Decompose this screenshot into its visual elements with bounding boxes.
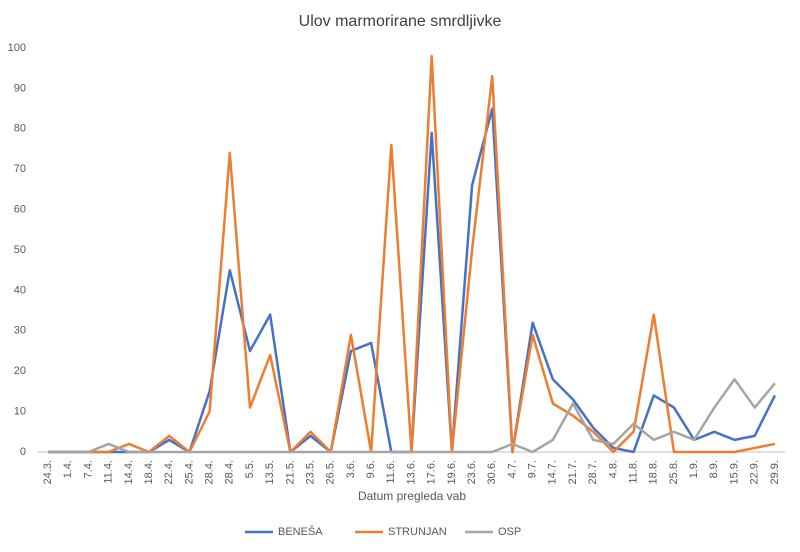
x-tick-label: 4.8. [607,460,619,478]
x-tick-label: 28.7. [587,460,599,484]
x-tick-label: 13.6. [405,460,417,484]
x-tick-label: 11.4. [103,460,115,484]
x-tick-label: 14.7. [547,460,559,484]
x-tick-label: 23.6. [466,460,478,484]
y-tick-label: 100 [8,42,26,54]
x-tick-label: 9.7. [527,460,539,478]
legend-label: BENEŠA [278,525,323,538]
x-tick-label: 21.7. [567,460,579,484]
x-tick-label: 19.6. [446,460,458,484]
y-tick-label: 40 [14,284,26,296]
y-tick-label: 50 [14,244,26,256]
x-tick-label: 25.4. [183,460,195,484]
x-tick-label: 22.4. [163,460,175,484]
y-tick-label: 0 [20,446,26,458]
x-tick-label: 13.5. [264,460,276,484]
x-tick-label: 21.5. [284,460,296,484]
x-tick-label: 30.6. [486,460,498,484]
y-tick-label: 90 [14,82,26,94]
y-tick-label: 20 [14,365,26,377]
x-tick-label: 14.4. [123,460,135,484]
legend-label: STRUNJAN [388,526,447,538]
y-tick-label: 60 [14,204,26,216]
x-tick-label: 28.4. [204,460,216,484]
y-tick-label: 10 [14,406,26,418]
x-tick-label: 18.4. [143,460,155,484]
x-tick-label: 25.8. [668,460,680,484]
x-tick-label: 23.5. [304,460,316,484]
x-tick-label: 9.6. [365,460,377,478]
x-tick-label: 5.5. [244,460,256,478]
x-tick-label: 18.8. [648,460,660,484]
series-line [48,378,776,454]
x-tick-label: 15.9. [728,460,740,484]
x-tick-label: 1.9. [688,460,700,478]
x-tick-label: 11.6. [385,460,397,484]
x-tick-label: 8.9. [708,460,720,478]
x-tick-label: 3.6. [345,460,357,478]
x-axis-title: Datum pregleda vab [358,489,466,503]
x-tick-label: 28.4. [224,460,236,484]
x-tick-label: 4.7. [506,460,518,478]
x-tick-label: 17.6. [426,460,438,484]
x-tick-label: 11.8. [627,460,639,484]
chart-title: Ulov marmorirane smrdljivke [299,13,502,30]
series-line [48,54,776,454]
x-tick-label: 7.4. [82,460,94,478]
x-tick-label: 26.5. [325,460,337,484]
legend-label: OSP [498,526,521,538]
x-tick-label: 1.4. [62,460,74,478]
y-tick-label: 30 [14,325,26,337]
y-tick-label: 80 [14,123,26,135]
x-tick-label: 29.9. [769,460,781,484]
x-tick-label: 22.9. [749,460,761,484]
y-tick-label: 70 [14,163,26,175]
x-tick-label: 24.3. [42,460,54,484]
